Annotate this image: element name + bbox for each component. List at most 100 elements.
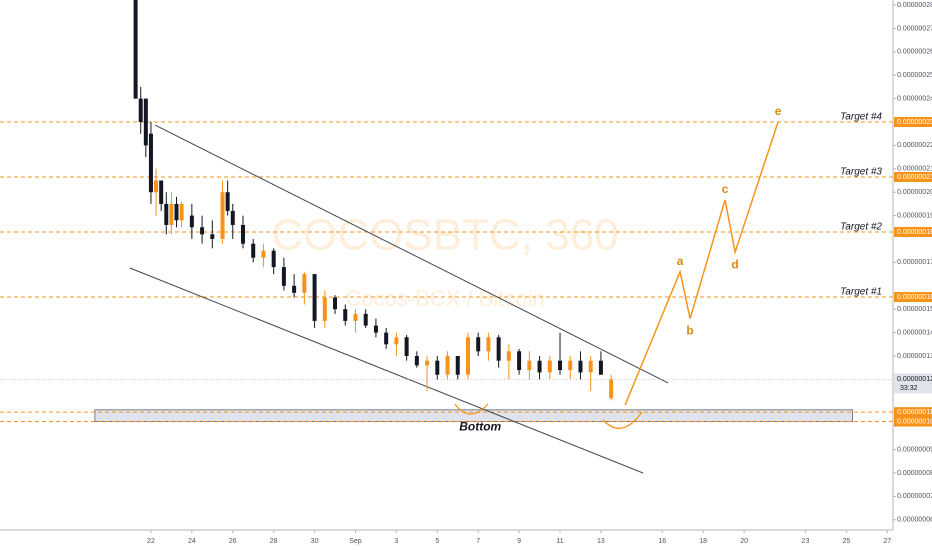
price-label: 0.00000010 [897, 418, 932, 425]
candle-body [435, 360, 440, 375]
target-name: Target #3 [840, 167, 882, 178]
y-tick-label: 0.00000006 [897, 517, 932, 524]
candle-body [179, 203, 184, 221]
x-tick-label: 30 [311, 538, 319, 545]
candle-body [148, 133, 153, 193]
candle-body [363, 313, 368, 326]
x-tick-label: 22 [147, 538, 155, 545]
price-label-box [894, 171, 932, 182]
price-label: 0.00000018 [897, 229, 932, 236]
wave-label: b [686, 324, 693, 338]
candle-body [312, 274, 317, 321]
candle-body [154, 180, 159, 193]
candle-body [404, 337, 409, 357]
y-tick-label: 0.00000017 [897, 259, 932, 266]
candle-body [333, 297, 338, 310]
candle-body [281, 267, 286, 286]
x-tick-label: 25 [842, 538, 850, 545]
price-label-box [894, 117, 932, 128]
candle-body [373, 325, 378, 333]
candle-body [353, 313, 358, 321]
x-tick-label: 27 [883, 538, 891, 545]
candle-body [547, 360, 552, 373]
last-price-box [894, 373, 932, 394]
price-label-box [894, 292, 932, 303]
projection-path [624, 121, 779, 406]
target-name: Target #4 [840, 112, 882, 123]
candle-body [159, 180, 164, 204]
target-name: Target #1 [840, 287, 882, 298]
x-tick-label: 3 [394, 538, 398, 545]
candle-body [143, 98, 148, 146]
y-tick-label: 0.00000027 [897, 25, 932, 32]
candle-body [517, 351, 522, 371]
axes: 0.00000028 0.00000027 0.00000026 0.00000025… [147, 2, 932, 545]
y-tick-label: 0.00000019 [897, 212, 932, 219]
candle-body [506, 351, 511, 361]
candle-body [414, 356, 419, 366]
candle-body [558, 360, 563, 371]
price-label: 0.00000011 [897, 409, 932, 416]
candle-body [496, 337, 501, 361]
price-label: 0.00000016 [897, 294, 932, 301]
y-tick-label: 0.00000013 [897, 353, 932, 360]
candle-body [164, 203, 169, 225]
annotation: Bottom [459, 420, 501, 434]
x-tick-label: 11 [556, 538, 563, 545]
candle-body [588, 360, 593, 373]
candle-body [343, 309, 348, 321]
candle-body [169, 203, 174, 225]
candle-body [200, 227, 205, 235]
candle-body [210, 234, 215, 240]
trendline [154, 124, 669, 384]
candle-body [240, 224, 245, 244]
x-tick-label: 23 [802, 538, 810, 545]
wave-label: d [731, 257, 738, 271]
price-label: 0.00000023 [897, 119, 932, 126]
y-tick-label: 0.00000014 [897, 329, 932, 336]
watermark-title: COCOSBTC, 360 [271, 211, 618, 260]
candle-body [425, 360, 430, 366]
x-tick-label: 20 [740, 538, 748, 545]
price-label-box [894, 226, 932, 237]
candle-body [455, 356, 460, 375]
trendline [129, 267, 644, 474]
y-tick-label: 0.00000022 [897, 142, 932, 149]
candle-body [384, 332, 389, 345]
candle-body [174, 203, 179, 221]
price-label-box [894, 407, 932, 418]
candle-body [261, 250, 266, 258]
candle-body [322, 297, 327, 321]
candle-body [302, 274, 307, 293]
x-tick-label: Sep [349, 538, 362, 545]
wave-label: a [677, 254, 684, 268]
y-tick-label: 0.00000009 [897, 446, 932, 453]
last-price-label: 0.00000012 [897, 376, 932, 383]
candle-body [225, 192, 230, 211]
y-tick-label: 0.00000025 [897, 72, 932, 79]
x-tick-label: 7 [476, 538, 480, 545]
x-tick-label: 16 [658, 538, 666, 545]
candle-body [251, 243, 256, 258]
candle-body [486, 337, 491, 352]
y-tick-label: 0.00000020 [897, 189, 932, 196]
candle-body [598, 360, 603, 375]
x-tick-label: 13 [597, 538, 605, 545]
candle-body [220, 192, 225, 240]
candle-body [189, 215, 194, 228]
countdown: 33:32 [900, 385, 918, 392]
target-name: Target #2 [840, 222, 882, 233]
y-tick-label: 0.00000015 [897, 306, 932, 313]
candle-body [292, 285, 297, 293]
candle-body [476, 337, 481, 352]
x-tick-label: 9 [517, 538, 521, 545]
candle-body [271, 250, 276, 268]
bottom-arc [602, 411, 643, 429]
x-tick-label: 18 [699, 538, 707, 545]
price-label: 0.00000021 [897, 174, 932, 181]
candle-body [133, 0, 138, 99]
y-tick-label: 0.00000007 [897, 493, 932, 500]
candle-body [537, 360, 542, 373]
wave-label: e [775, 104, 782, 118]
